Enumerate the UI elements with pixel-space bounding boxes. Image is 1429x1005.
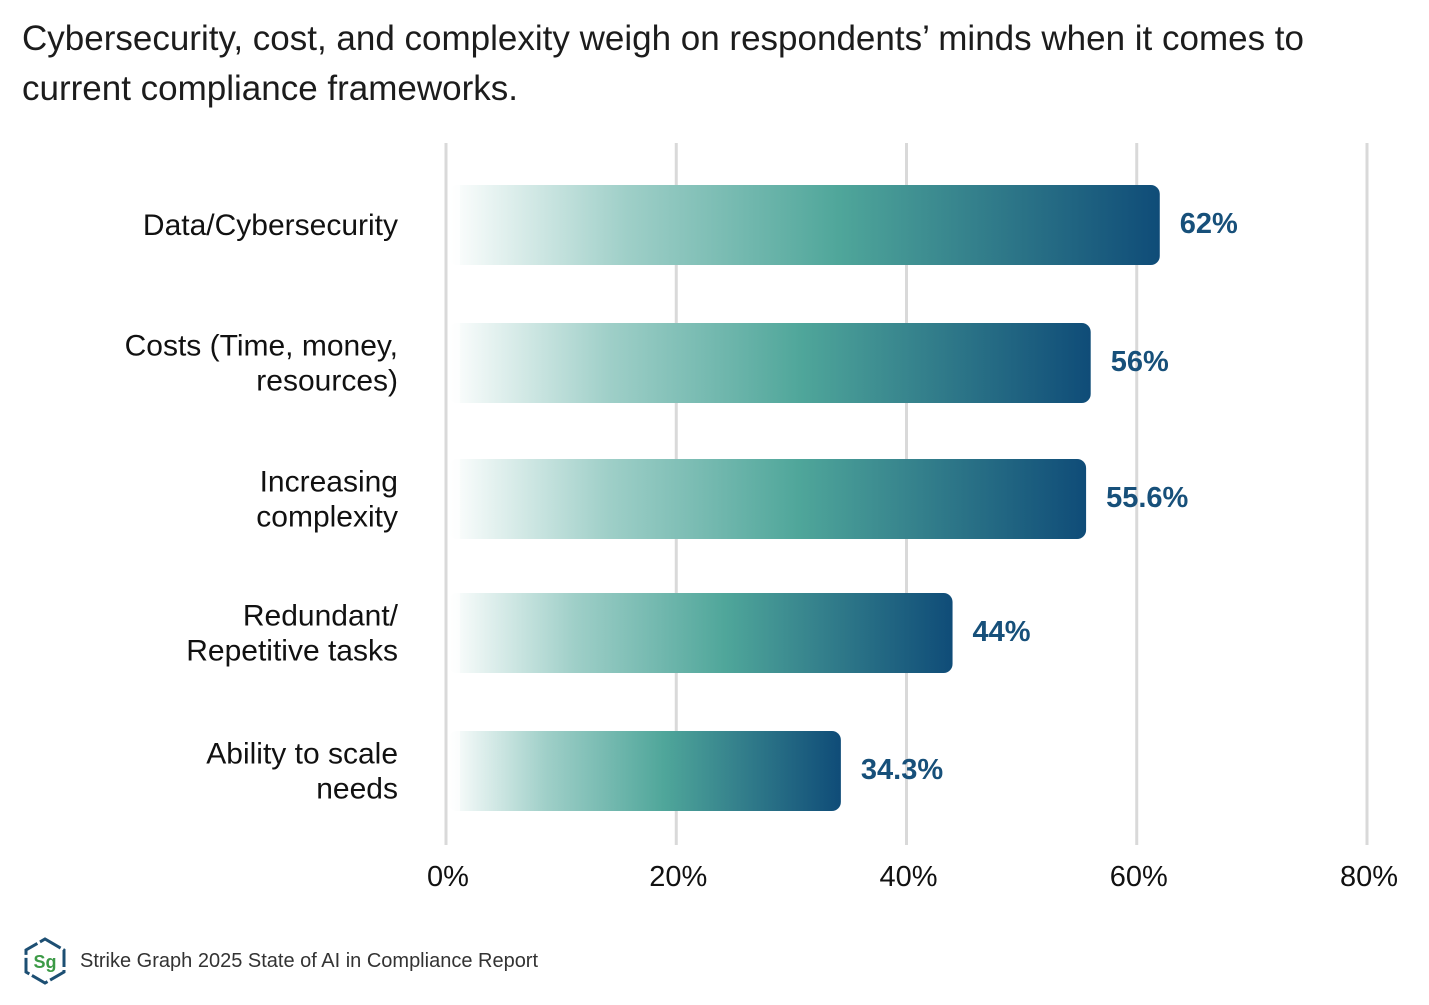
value-label: 34.3%	[861, 754, 943, 786]
category-label: Ability to scale	[206, 738, 398, 771]
svg-text:Sg: Sg	[33, 952, 56, 972]
bar	[448, 459, 1087, 539]
category-label: Redundant/	[243, 600, 399, 633]
bar-fade	[448, 593, 460, 673]
x-tick-label: 0%	[427, 861, 469, 893]
bar-fade	[448, 459, 460, 539]
x-tick-label: 60%	[1110, 861, 1168, 893]
chart-title: Cybersecurity, cost, and complexity weig…	[22, 19, 1304, 108]
bar	[448, 185, 1160, 265]
value-label: 62%	[1180, 208, 1238, 240]
bar	[448, 323, 1091, 403]
bar-fade	[448, 323, 460, 403]
value-label: 44%	[973, 616, 1031, 648]
value-label: 56%	[1111, 346, 1169, 378]
bar	[448, 731, 841, 811]
category-label: Costs (Time, money,	[125, 330, 398, 363]
footer: Sg Strike Graph 2025 State of AI in Comp…	[22, 936, 538, 986]
category-label: resources)	[256, 365, 398, 398]
category-label: Increasing	[260, 466, 398, 499]
category-label: Data/Cybersecurity	[143, 209, 398, 242]
bar-chart: 0% 20% 40% 60% 80% 62% Data/Cybersecurity 56% Co…	[125, 143, 1398, 893]
bar-fade	[448, 731, 460, 811]
category-label: complexity	[256, 501, 398, 534]
bar-fade	[448, 185, 460, 265]
strike-graph-logo: Sg	[24, 937, 66, 985]
category-label: Repetitive tasks	[186, 635, 398, 668]
x-tick-label: 20%	[649, 861, 707, 893]
source-text: Strike Graph 2025 State of AI in Complia…	[80, 949, 539, 972]
x-tick-label: 80%	[1340, 861, 1398, 893]
category-label: needs	[316, 773, 398, 806]
value-label: 55.6%	[1106, 482, 1188, 514]
x-tick-label: 40%	[879, 861, 937, 893]
bar	[448, 593, 953, 673]
